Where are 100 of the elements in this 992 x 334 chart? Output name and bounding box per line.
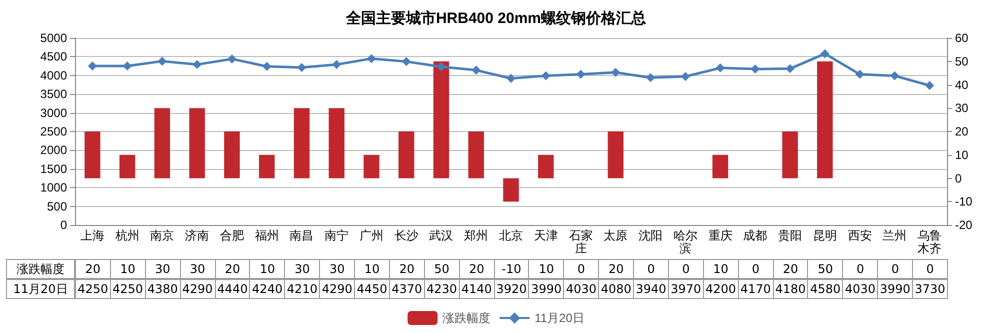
data-label: 20 <box>75 259 111 279</box>
data-label: 0 <box>842 259 878 279</box>
y2-tick-label: 30 <box>955 101 969 116</box>
x-tick-label: 太原 <box>604 228 628 242</box>
y2-tick-label: 60 <box>955 31 969 45</box>
bar <box>258 154 275 178</box>
bar <box>468 132 484 178</box>
bar <box>817 61 833 178</box>
point <box>436 62 446 72</box>
y-tick-label: 3500 <box>40 87 68 102</box>
point <box>297 63 306 72</box>
bar <box>224 132 240 178</box>
x-tick-label: 成都 <box>743 228 768 242</box>
data-label: 3990 <box>528 279 564 299</box>
bar <box>119 154 136 178</box>
data-label: -10 <box>494 259 530 279</box>
point <box>192 60 202 70</box>
data-label: 4290 <box>180 279 216 299</box>
y2-tick-label: -10 <box>955 194 973 209</box>
y-tick-label: 4000 <box>40 68 68 82</box>
point <box>506 74 516 83</box>
y-tick-label: 2000 <box>40 143 68 158</box>
data-label: 30 <box>144 259 181 279</box>
point <box>611 68 620 77</box>
text: 涨跌幅度 <box>16 262 64 276</box>
bar <box>189 108 205 178</box>
x-tick-label: 西安 <box>848 228 872 242</box>
x-tick-label: 哈尔滨 <box>673 228 698 256</box>
bar <box>503 178 519 202</box>
data-label: 20 <box>772 259 808 279</box>
legend-label: 11月20日 <box>534 311 584 325</box>
data-label: 4290 <box>319 279 356 299</box>
y-tick-label: 5000 <box>40 31 68 45</box>
data-label: 10 <box>702 259 739 279</box>
point <box>925 81 934 90</box>
x-tick-label: 北京 <box>499 228 523 242</box>
data-label: 20 <box>388 259 425 279</box>
x-tick-label: 兰州 <box>882 228 907 242</box>
data-label: 4240 <box>249 279 286 299</box>
x-tick-label: 合肥 <box>220 228 244 242</box>
data-label: 0 <box>633 259 669 279</box>
data-label: 30 <box>284 259 320 279</box>
data-label: 30 <box>180 259 216 279</box>
data-label: 10 <box>110 259 146 279</box>
bar <box>538 154 554 178</box>
point <box>716 63 725 72</box>
text: 11月20日 <box>13 282 68 296</box>
point <box>541 71 550 80</box>
point <box>122 62 132 71</box>
y2-tick-label: -20 <box>955 218 973 232</box>
y-tick-label: 3000 <box>40 106 68 120</box>
point <box>332 60 342 70</box>
x-tick-label: 上海 <box>80 228 104 242</box>
bar <box>84 132 100 178</box>
bar <box>782 132 798 178</box>
data-label: 4250 <box>75 279 111 299</box>
data-label: 3920 <box>494 279 530 299</box>
point <box>855 70 864 79</box>
bar <box>364 154 380 178</box>
x-tick-label: 杭州 <box>114 228 140 242</box>
data-label: 0 <box>563 259 600 279</box>
data-label: 3990 <box>877 279 914 299</box>
data-label: 3970 <box>668 279 704 299</box>
data-label: 20 <box>458 259 495 279</box>
y-tick-label: 1500 <box>40 162 68 176</box>
x-tick-label: 昆明 <box>812 228 837 242</box>
data-label: 30 <box>319 259 356 279</box>
x-tick-label: 南昌 <box>290 228 314 242</box>
x-tick-label: 重庆 <box>708 228 732 242</box>
x-tick-label: 郑州 <box>464 228 488 242</box>
bar <box>608 132 624 178</box>
x-tick-label: 南京 <box>150 228 174 242</box>
data-label: 4030 <box>563 279 600 299</box>
data-label: 4580 <box>807 279 844 299</box>
data-label: 4180 <box>772 279 808 299</box>
bar <box>154 108 170 178</box>
y2-tick-label: 50 <box>955 54 969 68</box>
data-label: 4170 <box>738 279 774 299</box>
data-label: 10 <box>354 259 390 279</box>
data-label: 50 <box>807 259 844 279</box>
data-label: 4210 <box>284 279 320 299</box>
bar <box>398 132 414 178</box>
x-tick-label: 福州 <box>254 228 279 242</box>
x-tick-label: 沈阳 <box>638 228 663 242</box>
data-label: 4030 <box>842 279 878 299</box>
y-tick-label: 2500 <box>40 124 68 138</box>
point <box>890 71 900 80</box>
bar <box>712 154 728 178</box>
data-label: 4380 <box>144 279 181 299</box>
y-tick-label: 4500 <box>40 50 68 64</box>
data-label: 4200 <box>702 279 739 299</box>
point <box>366 54 376 64</box>
chart-title: 全国主要城市HRB400 20mm螺纹钢价格汇总 <box>344 9 646 27</box>
data-label: 3730 <box>912 279 948 299</box>
bar <box>294 108 310 178</box>
data-label: 10 <box>528 259 564 279</box>
x-tick-label: 贵阳 <box>778 228 802 242</box>
x-tick-label: 济南 <box>185 228 210 242</box>
x-tick-label: 广州 <box>359 228 384 242</box>
y-tick-label: 0 <box>60 218 68 232</box>
